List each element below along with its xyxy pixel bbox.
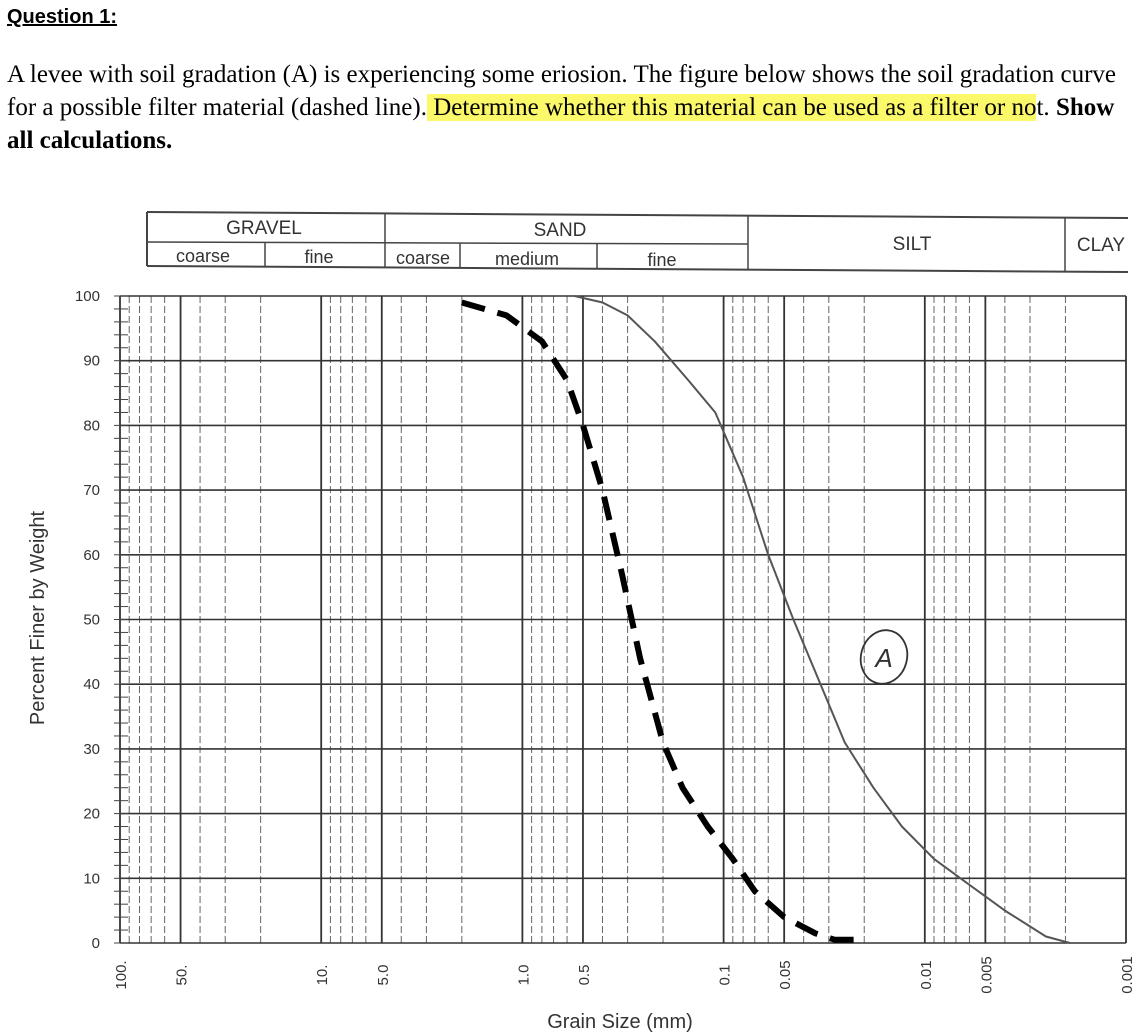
y-tick-label: 0	[92, 935, 100, 952]
y-tick-label: 90	[83, 353, 100, 370]
y-tick-label: 10	[83, 870, 100, 887]
x-tick-label: 0.5	[576, 965, 593, 986]
y-axis-ticks: 0 10 20 30 40 50 60 70 80 90 100	[75, 288, 100, 952]
y-axis-label: Percent Finer by Weight	[27, 510, 49, 725]
question-text-part-1: A levee with soil gradation (A) is exper…	[7, 61, 1116, 121]
label-clay: CLAY	[1077, 235, 1126, 256]
label-gravel-coarse: coarse	[176, 246, 230, 266]
chart-grid	[114, 295, 1127, 944]
x-tick-label: 0.001	[1119, 956, 1136, 994]
y-tick-label: 50	[83, 612, 100, 629]
x-tick-label: 0.1	[717, 965, 734, 986]
soil-classification-table: GRAVEL SAND SILT CLAY coarse fine coarse…	[146, 211, 1129, 273]
label-silt: SILT	[893, 234, 932, 255]
question-heading: Question 1:	[7, 6, 118, 28]
y-tick-label: 40	[83, 676, 100, 693]
curve-a-annotation: A	[859, 629, 909, 685]
y-tick-label: 80	[83, 417, 100, 434]
label-sand-fine: fine	[647, 250, 676, 270]
question-highlight: Determine whether this material can be u…	[426, 94, 1037, 121]
x-tick-label: 0.05	[777, 960, 794, 989]
x-tick-label: 0.005	[978, 956, 995, 994]
x-tick-label: 10.	[314, 965, 331, 986]
x-tick-label: 1.0	[515, 965, 532, 986]
x-tick-label: 5.0	[375, 965, 392, 986]
label-gravel-fine: fine	[304, 247, 333, 267]
y-tick-label: 30	[83, 741, 100, 758]
series-line-filter	[460, 299, 856, 943]
x-tick-label: 50.	[174, 965, 191, 986]
label-sand-medium: medium	[495, 249, 559, 269]
question-bold-instruction: Show all calculations.	[7, 94, 1115, 154]
x-tick-label: 100.	[113, 960, 130, 989]
series-line-a	[574, 295, 1071, 944]
y-tick-label: 60	[83, 547, 100, 564]
y-tick-label: 70	[83, 482, 100, 499]
label-sand: SAND	[534, 220, 587, 241]
label-gravel: GRAVEL	[226, 218, 302, 239]
question-text-part-2: t.	[1036, 94, 1056, 121]
x-axis-ticks: 100. 50. 10. 5.0 1.0 0.5 0.1 0.05 0.01 0.005 0.001	[113, 956, 1136, 994]
y-tick-label: 100	[75, 288, 100, 305]
label-sand-coarse: coarse	[396, 248, 450, 268]
chart-series	[460, 295, 1071, 944]
x-axis-label: Grain Size (mm)	[547, 1011, 693, 1033]
question-text: A levee with soil gradation (A) is exper…	[7, 58, 1132, 157]
y-tick-label: 20	[83, 806, 100, 823]
x-tick-label: 0.01	[918, 960, 935, 989]
curve-a-label: A	[873, 643, 892, 673]
